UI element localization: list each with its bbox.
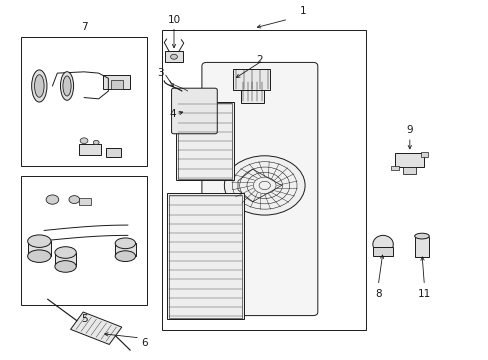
FancyBboxPatch shape <box>171 88 217 134</box>
Text: 7: 7 <box>81 22 87 32</box>
Bar <box>111 80 122 89</box>
Ellipse shape <box>115 251 135 261</box>
Bar <box>162 30 366 330</box>
Ellipse shape <box>28 235 51 247</box>
Text: 8: 8 <box>374 289 381 299</box>
Circle shape <box>69 195 80 203</box>
Text: 3: 3 <box>157 68 164 78</box>
Circle shape <box>46 195 59 204</box>
Text: 5: 5 <box>81 314 87 324</box>
Bar <box>21 37 147 166</box>
Circle shape <box>93 140 99 145</box>
Text: 6: 6 <box>141 338 148 348</box>
Bar <box>390 166 398 170</box>
Ellipse shape <box>372 235 392 253</box>
Bar <box>103 75 130 89</box>
Bar <box>176 102 233 180</box>
Ellipse shape <box>63 76 71 96</box>
FancyBboxPatch shape <box>202 62 317 316</box>
Ellipse shape <box>32 70 47 102</box>
Circle shape <box>170 54 177 59</box>
Circle shape <box>80 138 88 144</box>
Text: 4: 4 <box>169 109 176 119</box>
Text: 11: 11 <box>417 289 430 299</box>
Bar <box>166 193 244 319</box>
Bar <box>106 148 120 157</box>
Ellipse shape <box>55 261 76 272</box>
Ellipse shape <box>28 250 51 262</box>
Bar <box>233 69 269 90</box>
Bar <box>414 237 428 257</box>
Bar <box>28 241 51 256</box>
Ellipse shape <box>414 233 428 239</box>
Bar <box>240 81 264 103</box>
Ellipse shape <box>115 238 135 249</box>
Bar <box>178 103 231 179</box>
Bar <box>21 176 147 305</box>
Ellipse shape <box>55 247 76 258</box>
Bar <box>79 198 91 205</box>
Ellipse shape <box>61 72 73 100</box>
Bar <box>372 247 392 256</box>
Bar <box>165 51 183 62</box>
Bar <box>169 195 242 318</box>
Circle shape <box>224 156 305 215</box>
Bar <box>55 252 76 266</box>
Text: 9: 9 <box>406 125 412 135</box>
Bar <box>79 144 101 155</box>
Polygon shape <box>70 312 122 345</box>
Bar <box>420 153 427 157</box>
Bar <box>402 167 415 174</box>
Text: 10: 10 <box>167 15 180 24</box>
Bar <box>394 153 424 167</box>
Ellipse shape <box>35 75 44 97</box>
Text: 2: 2 <box>256 55 263 65</box>
Text: 1: 1 <box>299 6 305 16</box>
Bar <box>115 243 135 256</box>
